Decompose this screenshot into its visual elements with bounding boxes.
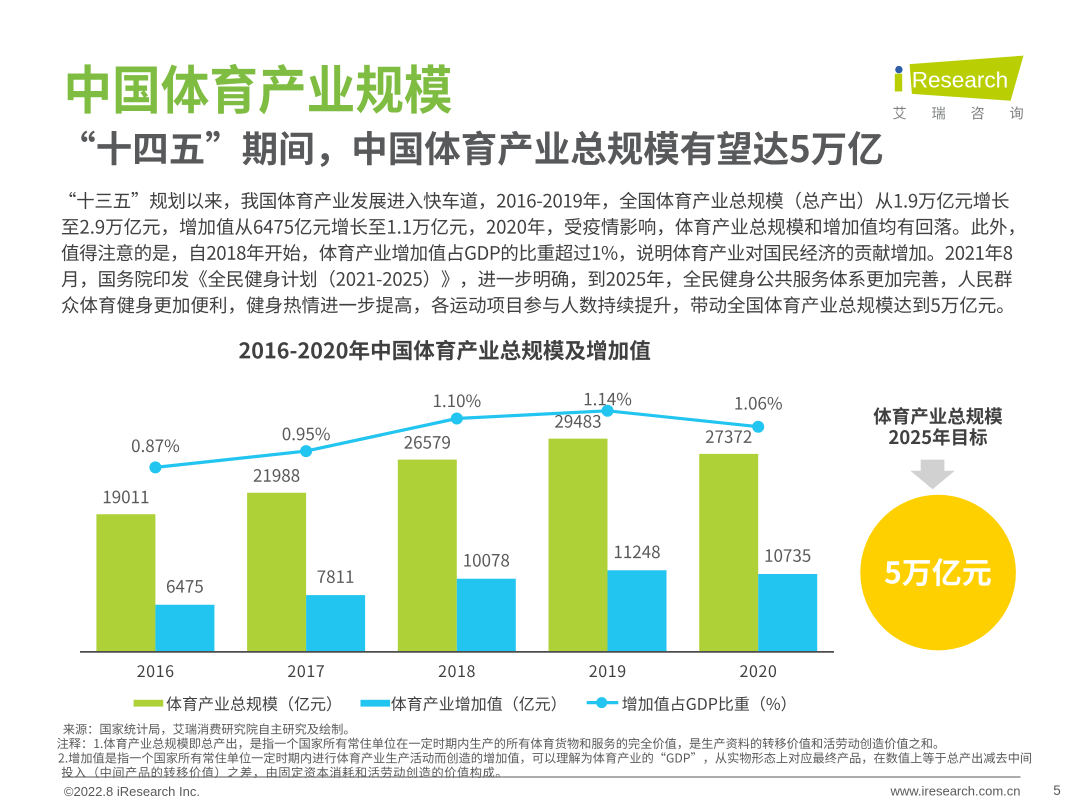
svg-text:www.iresearch.com.cn: www.iresearch.com.cn xyxy=(889,784,1020,799)
svg-text:Research: Research xyxy=(912,68,1008,93)
svg-text:5: 5 xyxy=(1053,783,1061,798)
svg-text:©2022.8 iResearch Inc.: ©2022.8 iResearch Inc. xyxy=(64,784,200,799)
